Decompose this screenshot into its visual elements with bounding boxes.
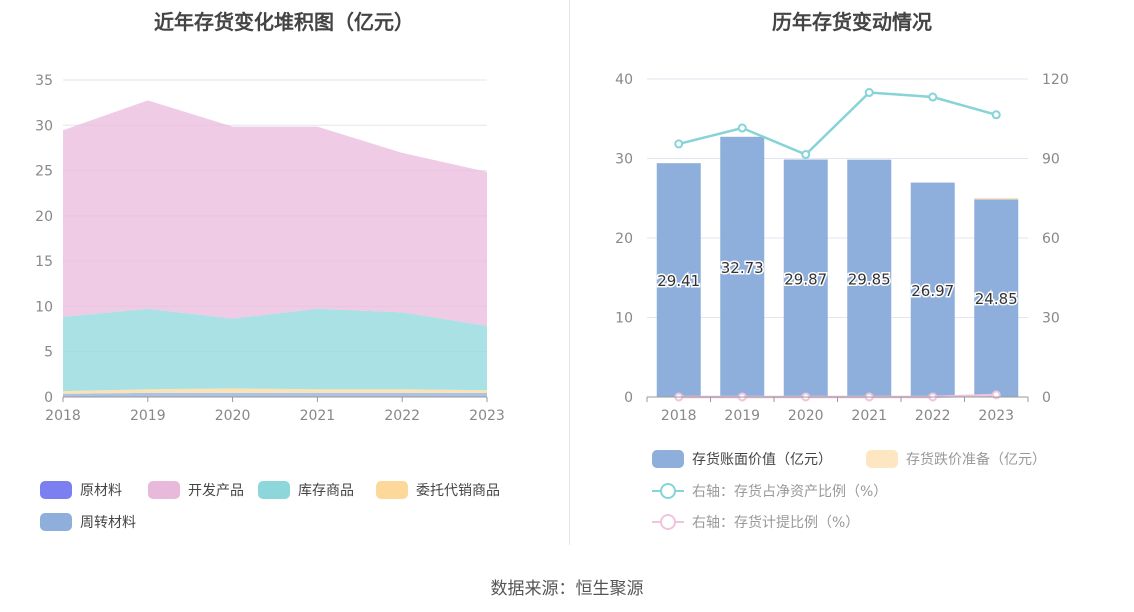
bar-line-chart-panel: 历年存货变动情况 0 10 20 30 40 0 30 60 90 120 29.41 32.73 29… (570, 0, 1134, 612)
x-tick-label: 2021 (300, 408, 336, 424)
legend-label: 委托代销商品 (416, 483, 500, 499)
x-tick-label: 2023 (978, 408, 1014, 424)
area-series-库存商品 (63, 308, 487, 392)
area-series-周转材料 (63, 392, 487, 397)
y-tick-label: 20 (35, 209, 53, 225)
y-tick-label: 15 (35, 254, 53, 270)
y-tick-label: 10 (615, 311, 633, 327)
line-point (928, 92, 938, 102)
y-tick-label: 25 (35, 164, 53, 180)
legend-label: 存货跌价准备（亿元） (906, 452, 1046, 468)
legend-swatch (652, 482, 684, 500)
legend-swatch (652, 513, 684, 531)
line-point (801, 150, 811, 160)
legend-label: 原材料 (80, 483, 122, 499)
y2-tick-label: 120 (1042, 72, 1069, 88)
legend-marker (660, 514, 676, 530)
x-tick-label: 2020 (215, 408, 251, 424)
line-point (991, 110, 1001, 120)
legend-label: 右轴：存货占净资产比例（%） (692, 484, 888, 500)
legend-swatch (148, 481, 180, 499)
bar-data-label: 29.85 (848, 270, 891, 288)
bar-line-combo-chart: 0 10 20 30 40 0 30 60 90 120 29.41 32.73 29.87 29.85 2… (615, 72, 1069, 424)
area-chart-legend: 原材料 开发产品 库存商品 委托代销商品周转材料 (40, 480, 500, 532)
bar-book-value (720, 136, 765, 397)
bar-data-label: 29.41 (657, 272, 700, 290)
bar-data-label: 32.73 (721, 259, 764, 277)
line-series (678, 91, 997, 156)
legend-label: 库存商品 (298, 483, 354, 499)
x-tick-label: 2023 (469, 408, 505, 424)
data-source-note: 数据来源：恒生聚源 (490, 579, 644, 599)
y2-tick-label: 30 (1042, 311, 1060, 327)
legend-item[interactable]: 右轴：存货占净资产比例（%） (652, 481, 887, 501)
legend-label: 周转材料 (80, 515, 136, 531)
area-series-委托代销商品 (63, 388, 487, 394)
legend-item[interactable]: 存货跌价准备（亿元） (866, 449, 1046, 469)
bar-data-label: 26.97 (911, 282, 954, 300)
line-point (864, 88, 874, 98)
legend-swatch (652, 450, 684, 468)
legend-label: 开发产品 (188, 483, 244, 499)
chart-title: 历年存货变动情况 (772, 10, 932, 34)
area-series-开发产品 (63, 100, 487, 326)
legend-swatch (40, 513, 72, 531)
y2-tick-label: 60 (1042, 231, 1060, 247)
panel-divider (569, 0, 570, 545)
legend-item[interactable]: 存货账面价值（亿元） (652, 449, 832, 469)
x-tick-label: 2018 (45, 408, 81, 424)
legend-swatch (40, 481, 72, 499)
bar-book-value (910, 182, 955, 397)
legend-label: 存货账面价值（亿元） (692, 452, 832, 468)
x-tick-label: 2022 (915, 408, 951, 424)
x-tick-label: 2018 (661, 408, 697, 424)
legend-item[interactable]: 原材料 (40, 480, 122, 500)
bar-book-value (974, 199, 1019, 397)
stacked-area-chart-panel: 近年存货变化堆积图（亿元） 0 5 10 15 20 25 30 35 2018 2019 2020… (35, 10, 505, 532)
y-tick-label: 30 (615, 152, 633, 168)
y2-tick-label: 0 (1042, 390, 1051, 406)
y-tick-label: 0 (44, 390, 53, 406)
stacked-area-chart: 0 5 10 15 20 25 30 35 2018 2019 2020 2021 2022 2023 (35, 73, 505, 424)
bar-book-value (656, 163, 701, 397)
y-tick-label: 40 (615, 72, 633, 88)
y2-tick-label: 90 (1042, 152, 1060, 168)
legend-item[interactable]: 委托代销商品 (376, 480, 500, 500)
legend-swatch (866, 450, 898, 468)
y-tick-label: 5 (44, 345, 53, 361)
legend-marker (660, 483, 676, 499)
legend-item[interactable]: 库存商品 (258, 480, 354, 500)
chart-title: 近年存货变化堆积图（亿元） (154, 10, 414, 34)
x-tick-label: 2019 (724, 408, 760, 424)
line-point (737, 123, 747, 133)
bar-provision (974, 197, 1019, 200)
y-tick-label: 35 (35, 73, 53, 89)
bar-chart-legend: 存货账面价值（亿元） 存货跌价准备（亿元） 右轴：存货占净资产比例（%） 右轴：存货计… (570, 0, 1134, 612)
x-tick-label: 2019 (130, 408, 166, 424)
legend-item[interactable]: 右轴：存货计提比例（%） (652, 512, 859, 532)
bar-book-value (847, 159, 892, 397)
y-tick-label: 20 (615, 231, 633, 247)
x-tick-label: 2020 (788, 408, 824, 424)
legend-label: 右轴：存货计提比例（%） (692, 515, 860, 531)
bar-data-label: 24.85 (975, 290, 1018, 308)
y-tick-label: 10 (35, 299, 53, 315)
y-tick-label: 30 (35, 118, 53, 134)
line-point (674, 139, 684, 149)
legend-swatch (376, 481, 408, 499)
bar-data-label: 29.87 (784, 270, 827, 288)
legend-item[interactable]: 开发产品 (148, 480, 244, 500)
x-tick-label: 2022 (384, 408, 420, 424)
y-tick-label: 0 (624, 390, 633, 406)
bar-book-value (783, 159, 828, 397)
legend-item[interactable]: 周转材料 (40, 512, 136, 532)
x-tick-label: 2021 (851, 408, 887, 424)
legend-swatch (258, 481, 290, 499)
